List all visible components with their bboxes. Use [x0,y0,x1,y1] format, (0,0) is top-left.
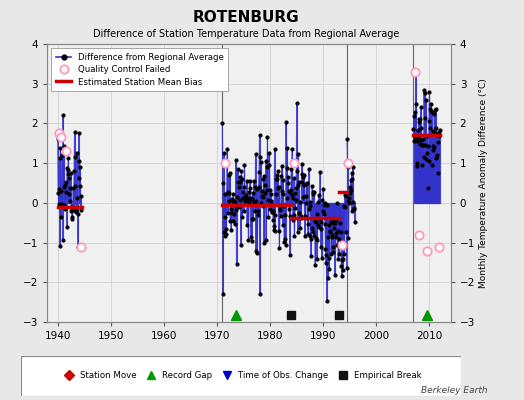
Text: Berkeley Earth: Berkeley Earth [421,386,487,395]
Legend: Difference from Regional Average, Quality Control Failed, Estimated Station Mean: Difference from Regional Average, Qualit… [51,48,228,91]
FancyBboxPatch shape [21,356,461,396]
Y-axis label: Monthly Temperature Anomaly Difference (°C): Monthly Temperature Anomaly Difference (… [479,78,488,288]
Text: Difference of Station Temperature Data from Regional Average: Difference of Station Temperature Data f… [93,29,399,39]
Legend: Station Move, Record Gap, Time of Obs. Change, Empirical Break: Station Move, Record Gap, Time of Obs. C… [57,368,425,384]
Text: ROTENBURG: ROTENBURG [193,10,300,25]
